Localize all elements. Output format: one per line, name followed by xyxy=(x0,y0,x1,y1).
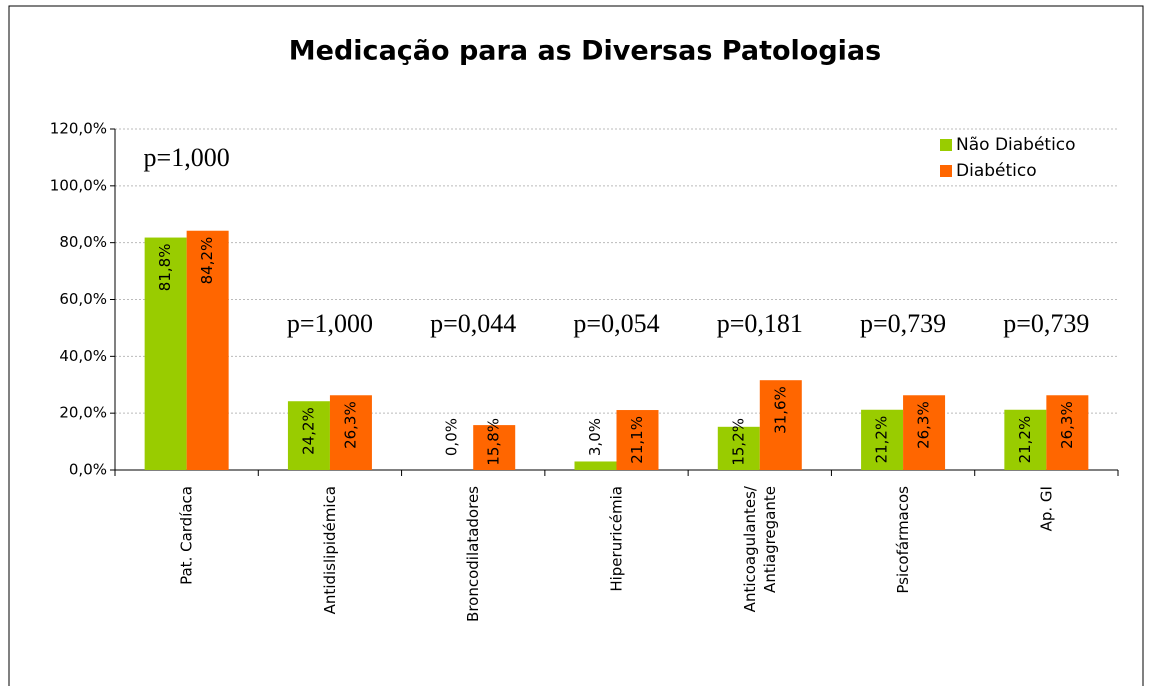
bar xyxy=(287,401,330,470)
value-label: 26,3% xyxy=(1058,401,1076,449)
x-tick-label-line: Ap. GI xyxy=(1037,486,1055,531)
y-tick-label: 20,0% xyxy=(59,404,107,422)
bar xyxy=(329,395,372,470)
bar xyxy=(144,237,187,470)
bar xyxy=(903,395,946,470)
y-tick-label: 40,0% xyxy=(59,347,107,365)
bar xyxy=(759,380,802,470)
legend-label: Diabético xyxy=(956,161,1037,181)
x-tick-label-line: Antiagregante xyxy=(760,486,778,593)
p-value-annotation: p=0,739 xyxy=(860,309,946,338)
y-tick-label: 0,0% xyxy=(69,461,107,479)
legend-label: Não Diabético xyxy=(956,135,1076,155)
p-value-annotation: p=0,044 xyxy=(430,309,516,338)
bar xyxy=(473,425,516,470)
x-tick-label-line: Hiperuricémia xyxy=(607,486,625,592)
value-label: 0,0% xyxy=(443,418,461,456)
bar xyxy=(186,230,229,470)
value-label: 21,2% xyxy=(1016,416,1034,464)
y-tick-label: 60,0% xyxy=(59,290,107,308)
bar xyxy=(717,426,760,470)
chart-title: Medicação para as Diversas Patologias xyxy=(289,36,881,67)
p-value-annotation: p=1,000 xyxy=(287,309,373,338)
p-value-annotation: p=0,739 xyxy=(1003,309,1089,338)
value-label: 81,8% xyxy=(156,244,174,292)
y-tick-label: 120,0% xyxy=(50,120,107,138)
p-value-annotation: p=1,000 xyxy=(144,143,230,172)
value-label: 26,3% xyxy=(341,401,359,449)
x-tick-label-line: Antidislipidémica xyxy=(320,486,338,614)
x-tick-label-line: Broncodilatadores xyxy=(464,486,482,622)
y-tick-label: 80,0% xyxy=(59,233,107,251)
value-label: 3,0% xyxy=(586,418,604,456)
bar xyxy=(861,409,904,470)
x-tick-label: Anticoagulantes/Antiagregante xyxy=(740,485,778,612)
y-tick-label: 100,0% xyxy=(50,176,107,194)
x-tick-label: Antidislipidémica xyxy=(320,486,338,614)
value-label: 21,2% xyxy=(873,416,891,464)
bar xyxy=(1046,395,1089,470)
value-label: 21,1% xyxy=(628,416,646,464)
legend-swatch xyxy=(940,139,952,151)
x-tick-label: Broncodilatadores xyxy=(464,486,482,622)
value-label: 84,2% xyxy=(198,237,216,285)
value-label: 31,6% xyxy=(771,386,789,434)
x-tick-label-line: Psicofármacos xyxy=(894,486,912,594)
value-label: 26,3% xyxy=(915,401,933,449)
x-tick-label: Psicofármacos xyxy=(894,486,912,594)
chart-border xyxy=(8,5,1144,686)
x-tick-label: Hiperuricémia xyxy=(607,486,625,592)
x-tick-label-line: Pat. Cardíaca xyxy=(177,486,195,585)
bar xyxy=(1004,409,1047,470)
x-tick-label: Ap. GI xyxy=(1037,486,1055,531)
value-label: 15,8% xyxy=(485,418,503,466)
x-tick-label-line: Anticoagulantes/ xyxy=(740,485,758,612)
legend-swatch xyxy=(940,165,952,177)
bar xyxy=(574,461,617,470)
value-label: 24,2% xyxy=(299,407,317,455)
p-value-annotation: p=0,181 xyxy=(717,309,803,338)
x-tick-label: Pat. Cardíaca xyxy=(177,486,195,585)
value-label: 15,2% xyxy=(729,418,747,466)
p-value-annotation: p=0,054 xyxy=(573,309,659,338)
bar xyxy=(616,410,659,470)
